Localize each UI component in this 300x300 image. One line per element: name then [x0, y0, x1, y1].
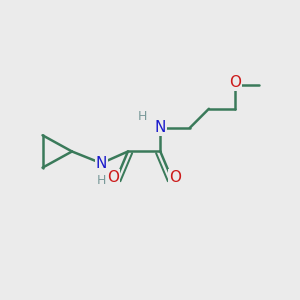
Text: N: N — [154, 120, 166, 135]
Text: O: O — [169, 170, 181, 185]
Text: O: O — [230, 75, 242, 90]
Text: O: O — [107, 170, 119, 185]
Text: H: H — [138, 110, 147, 123]
Text: N: N — [96, 156, 107, 171]
Text: H: H — [97, 174, 106, 188]
